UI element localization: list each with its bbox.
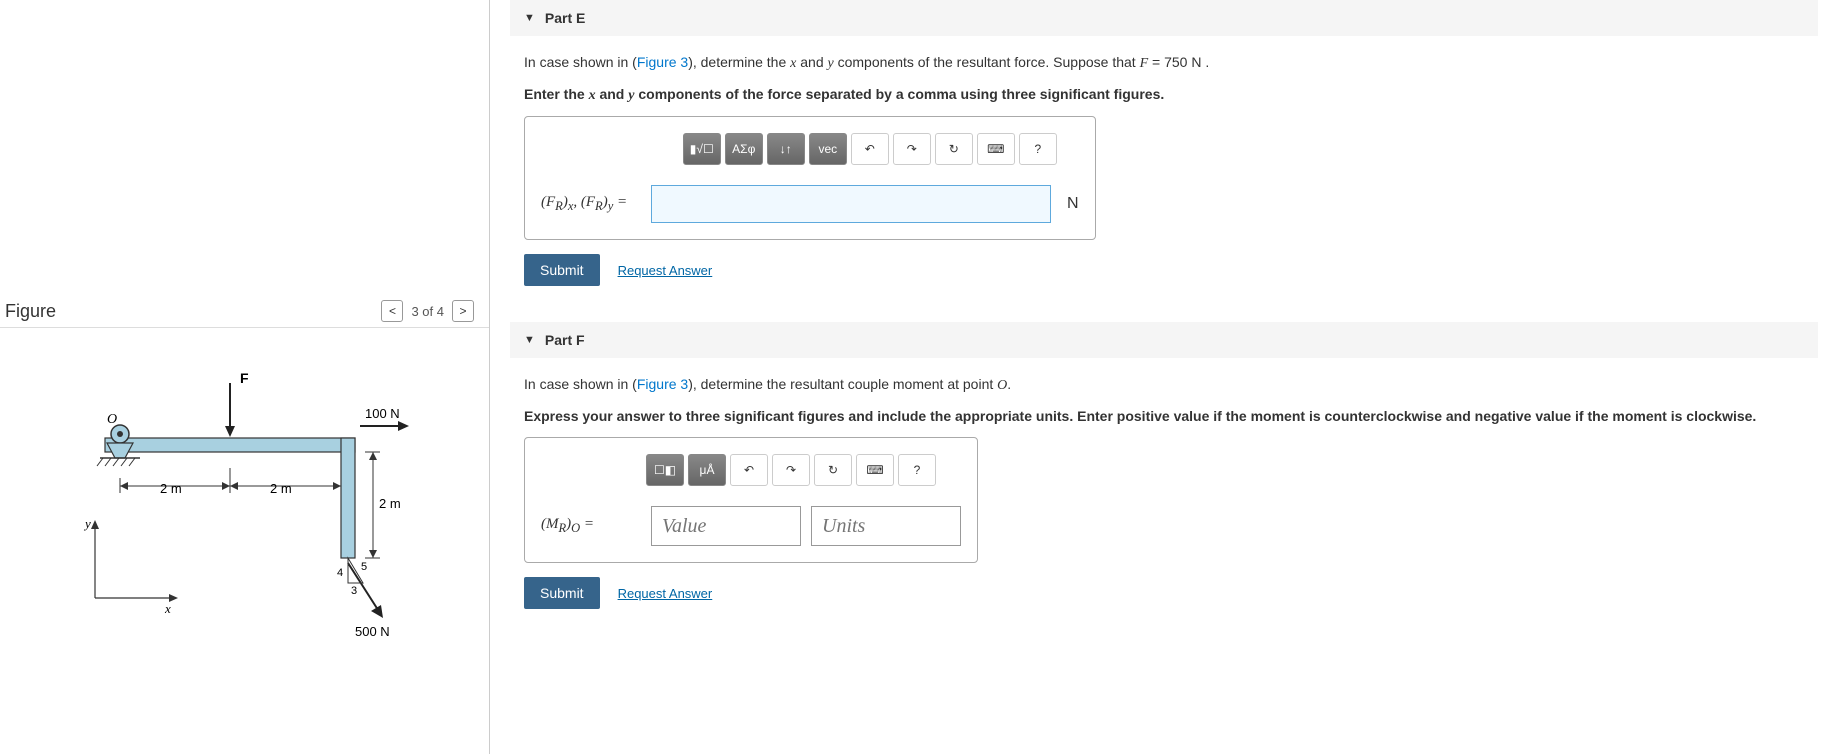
label-100N: 100 N	[365, 406, 400, 421]
part-f-section: ▼ Part F In case shown in (Figure 3), de…	[510, 322, 1818, 625]
dim-left: 2 m	[160, 481, 182, 496]
reset-button[interactable]: ↻	[814, 454, 852, 486]
part-f-header[interactable]: ▼ Part F	[510, 322, 1818, 358]
caret-down-icon: ▼	[524, 334, 535, 346]
axis-y: y	[83, 516, 91, 531]
keyboard-button[interactable]: ⌨	[856, 454, 894, 486]
vec-button[interactable]: vec	[809, 133, 847, 165]
reset-button[interactable]: ↻	[935, 133, 973, 165]
part-f-units-input[interactable]	[811, 506, 961, 546]
undo-button[interactable]: ↶	[851, 133, 889, 165]
arrows-button[interactable]: ↓↑	[767, 133, 805, 165]
caret-down-icon: ▼	[524, 12, 535, 24]
help-button[interactable]: ?	[1019, 133, 1057, 165]
triangle-4: 4	[337, 567, 343, 579]
redo-button[interactable]: ↷	[893, 133, 931, 165]
templates-button[interactable]: ▮√☐	[683, 133, 721, 165]
part-e-title: Part E	[545, 10, 585, 26]
label-O: O	[107, 412, 117, 427]
part-f-value-input[interactable]	[651, 506, 801, 546]
figure-title: Figure	[5, 301, 56, 322]
dim-right: 2 m	[379, 496, 401, 511]
part-e-request-answer-link[interactable]: Request Answer	[618, 263, 713, 278]
label-500N: 500 N	[355, 624, 390, 639]
redo-button[interactable]: ↷	[772, 454, 810, 486]
part-f-answer-box: ☐◧ μÅ ↶ ↷ ↻ ⌨ ? (MR)O =	[524, 437, 978, 563]
help-button[interactable]: ?	[898, 454, 936, 486]
part-e-instruction: Enter the x and y components of the forc…	[524, 84, 1804, 106]
part-e-answer-box: ▮√☐ ΑΣφ ↓↑ vec ↶ ↷ ↻ ⌨ ? (FR)x, (FR)y = …	[524, 116, 1096, 240]
part-e-submit-button[interactable]: Submit	[524, 254, 600, 286]
label-F: F	[240, 370, 249, 386]
keyboard-button[interactable]: ⌨	[977, 133, 1015, 165]
undo-button[interactable]: ↶	[730, 454, 768, 486]
figure-panel: Figure < 3 of 4 > O	[0, 0, 490, 754]
triangle-5: 5	[361, 561, 367, 573]
figure-next-button[interactable]: >	[452, 300, 474, 322]
figure-position: 3 of 4	[411, 304, 444, 319]
axis-x: x	[164, 601, 171, 616]
units-button[interactable]: μÅ	[688, 454, 726, 486]
part-f-submit-button[interactable]: Submit	[524, 577, 600, 609]
part-f-toolbar: ☐◧ μÅ ↶ ↷ ↻ ⌨ ?	[621, 454, 961, 486]
part-e-prompt: In case shown in (Figure 3), determine t…	[524, 52, 1804, 74]
part-e-answer-input[interactable]	[651, 185, 1051, 223]
part-f-prompt: In case shown in (Figure 3), determine t…	[524, 374, 1804, 396]
figure-nav: < 3 of 4 >	[381, 300, 474, 322]
content-panel: ▼ Part E In case shown in (Figure 3), de…	[490, 0, 1838, 754]
triangle-3: 3	[351, 585, 357, 597]
part-f-input-label: (MR)O =	[541, 516, 641, 536]
part-e-unit: N	[1067, 195, 1079, 213]
dim-mid: 2 m	[270, 481, 292, 496]
figure-3-link[interactable]: Figure 3	[637, 376, 688, 392]
templates-button[interactable]: ☐◧	[646, 454, 684, 486]
part-e-section: ▼ Part E In case shown in (Figure 3), de…	[510, 0, 1818, 302]
figure-3-link[interactable]: Figure 3	[637, 54, 688, 70]
figure-prev-button[interactable]: <	[381, 300, 403, 322]
part-e-input-label: (FR)x, (FR)y =	[541, 194, 641, 214]
greek-button[interactable]: ΑΣφ	[725, 133, 763, 165]
part-e-toolbar: ▮√☐ ΑΣφ ↓↑ vec ↶ ↷ ↻ ⌨ ?	[661, 133, 1079, 165]
part-f-request-answer-link[interactable]: Request Answer	[618, 586, 713, 601]
part-e-header[interactable]: ▼ Part E	[510, 0, 1818, 36]
part-f-title: Part F	[545, 332, 585, 348]
figure-diagram: O F 100 N 500 N 4 3 5 2 m	[65, 348, 425, 668]
part-f-instruction: Express your answer to three significant…	[524, 406, 1804, 427]
